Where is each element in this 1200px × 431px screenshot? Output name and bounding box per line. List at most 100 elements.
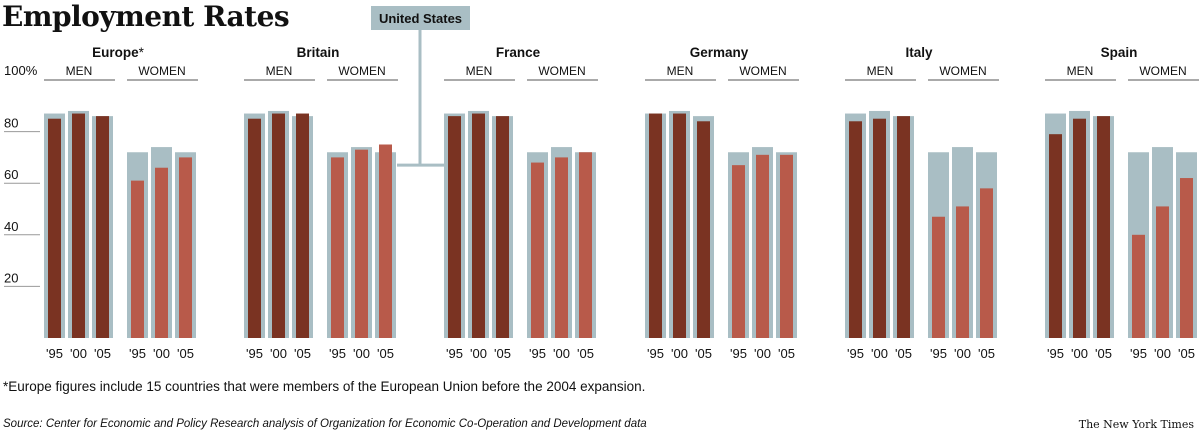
x-tick-label: '00 <box>671 346 688 361</box>
credit: The New York Times <box>1078 418 1194 431</box>
bar-men <box>1097 116 1110 339</box>
y-tick-label: 40 <box>4 219 18 234</box>
bar-women <box>355 149 368 338</box>
x-tick-label: '00 <box>1071 346 1088 361</box>
bar-men <box>296 113 309 338</box>
x-tick-label: '05 <box>294 346 311 361</box>
x-tick-label: '95 <box>1130 346 1147 361</box>
x-tick-label: '05 <box>177 346 194 361</box>
bar-men <box>272 113 285 338</box>
women-header: WOMEN <box>739 64 786 78</box>
bar-men <box>873 118 886 338</box>
y-tick-label: 20 <box>4 270 18 285</box>
women-header: WOMEN <box>538 64 585 78</box>
x-tick-label: '95 <box>730 346 747 361</box>
bar-women <box>780 154 793 338</box>
x-tick-label: '95 <box>847 346 864 361</box>
x-tick-label: '05 <box>1178 346 1195 361</box>
bar-women <box>331 157 344 338</box>
x-tick-label: '95 <box>46 346 63 361</box>
men-header: MEN <box>466 64 493 78</box>
bar-men <box>248 118 261 338</box>
x-tick-label: '95 <box>529 346 546 361</box>
men-header: MEN <box>1067 64 1094 78</box>
x-tick-label: '00 <box>70 346 87 361</box>
bar-women <box>932 216 945 338</box>
x-tick-label: '05 <box>377 346 394 361</box>
x-tick-label: '95 <box>647 346 664 361</box>
bar-women <box>732 165 745 338</box>
bar-women <box>1132 234 1145 338</box>
bar-men <box>849 121 862 338</box>
group-title: Spain <box>1101 45 1138 60</box>
bar-women <box>379 144 392 338</box>
bar-men <box>448 116 461 339</box>
group-title: Britain <box>297 45 340 60</box>
bar-men <box>673 113 686 338</box>
bar-men <box>697 121 710 338</box>
bar-women <box>1180 178 1193 338</box>
women-header: WOMEN <box>338 64 385 78</box>
x-tick-label: '00 <box>470 346 487 361</box>
bar-women <box>531 162 544 338</box>
bar-men <box>48 118 61 338</box>
y-tick-label: 100% <box>4 63 38 78</box>
x-tick-label: '00 <box>353 346 370 361</box>
x-tick-label: '00 <box>270 346 287 361</box>
x-tick-label: '00 <box>553 346 570 361</box>
group-title: Europe* <box>92 45 145 60</box>
x-tick-label: '95 <box>129 346 146 361</box>
x-tick-label: '05 <box>695 346 712 361</box>
footnote: *Europe figures include 15 countries tha… <box>3 379 646 394</box>
women-header: WOMEN <box>939 64 986 78</box>
x-tick-label: '05 <box>978 346 995 361</box>
bar-women <box>131 180 144 338</box>
bar-men <box>96 116 109 339</box>
x-tick-label: '95 <box>329 346 346 361</box>
x-tick-label: '05 <box>577 346 594 361</box>
men-header: MEN <box>667 64 694 78</box>
men-header: MEN <box>66 64 93 78</box>
source-note: Source: Center for Economic and Policy R… <box>3 418 647 430</box>
us-label-box <box>371 6 470 30</box>
chart-title: Employment Rates <box>2 0 290 33</box>
group-title: Germany <box>690 45 749 60</box>
employment-chart: 100% 80 60 40 20 United States Europe* MEN WOMEN… <box>4 6 1199 361</box>
women-header: WOMEN <box>1139 64 1186 78</box>
bar-men <box>472 113 485 338</box>
us-label: United States <box>379 11 462 26</box>
men-header: MEN <box>266 64 293 78</box>
bar-women <box>579 152 592 338</box>
x-tick-label: '05 <box>778 346 795 361</box>
x-tick-label: '00 <box>754 346 771 361</box>
x-tick-label: '00 <box>871 346 888 361</box>
bar-men <box>496 116 509 339</box>
bar-women <box>179 157 192 338</box>
bar-men <box>1049 134 1062 338</box>
x-tick-label: '05 <box>494 346 511 361</box>
group-title: Italy <box>905 45 933 60</box>
bar-women <box>555 157 568 338</box>
x-tick-label: '95 <box>1047 346 1064 361</box>
x-tick-label: '95 <box>446 346 463 361</box>
x-tick-label: '95 <box>246 346 263 361</box>
group-title: France <box>496 45 541 60</box>
x-tick-label: '00 <box>954 346 971 361</box>
bar-women <box>756 154 769 338</box>
y-tick-label: 60 <box>4 167 18 182</box>
bar-men <box>897 116 910 339</box>
x-tick-label: '00 <box>1154 346 1171 361</box>
bar-men <box>72 113 85 338</box>
bar-men <box>649 113 662 338</box>
women-header: WOMEN <box>138 64 185 78</box>
x-tick-label: '05 <box>94 346 111 361</box>
asterisk: * <box>139 45 145 60</box>
x-tick-label: '95 <box>930 346 947 361</box>
y-tick-label: 80 <box>4 116 18 131</box>
bar-men <box>1073 118 1086 338</box>
bar-women <box>155 167 168 338</box>
x-tick-label: '00 <box>153 346 170 361</box>
x-tick-label: '05 <box>895 346 912 361</box>
bar-women <box>1156 206 1169 338</box>
bar-women <box>956 206 969 338</box>
